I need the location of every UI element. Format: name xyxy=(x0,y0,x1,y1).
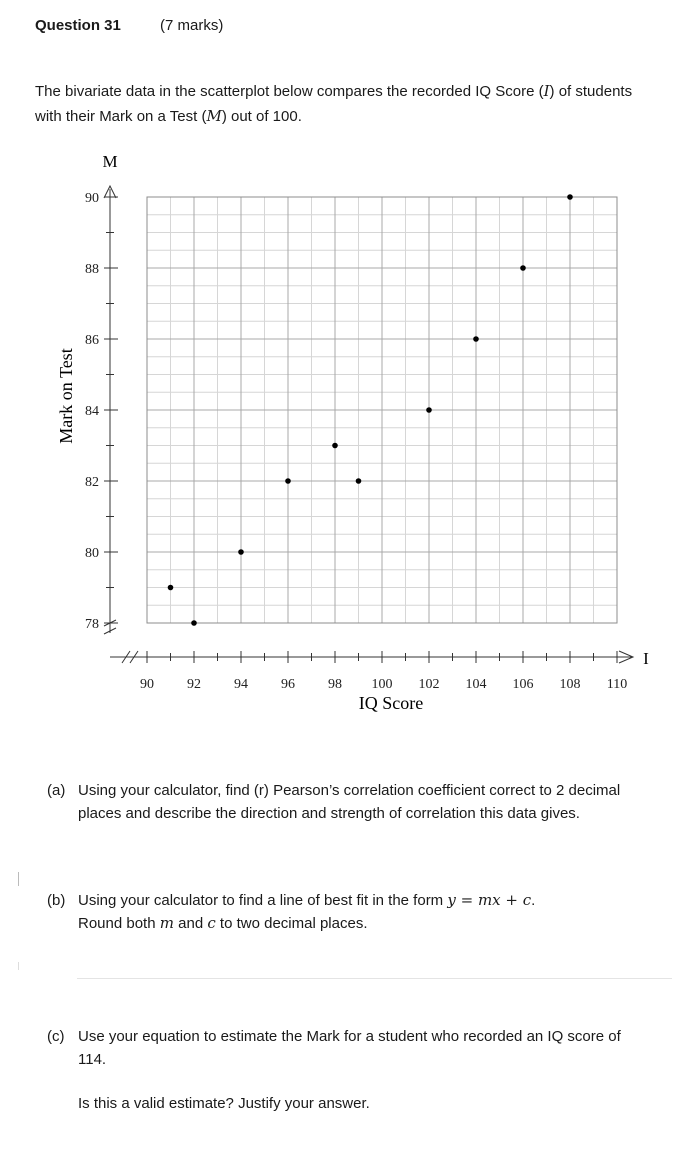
part-b-text-2: . xyxy=(531,892,536,909)
data-point xyxy=(355,478,362,484)
part-b-text-1: Using your calculator to find a line of … xyxy=(78,892,448,909)
part-b-c: c xyxy=(207,914,216,932)
plot-frame xyxy=(146,196,618,624)
data-point xyxy=(167,584,174,591)
y-tick-label: 86 xyxy=(85,333,99,348)
question-intro: The bivariate data in the scatterplot be… xyxy=(35,79,655,129)
x-tick-label: 92 xyxy=(187,677,201,692)
answer-divider xyxy=(77,978,672,979)
x-tick-label: 108 xyxy=(560,677,581,692)
x-tick-label: 104 xyxy=(466,677,487,692)
x-axis-title: IQ Score xyxy=(359,693,423,713)
part-c-text: Use your equation to estimate the Mark f… xyxy=(78,1028,621,1068)
question-number: Question 31 xyxy=(35,17,121,34)
y-tick-label: 90 xyxy=(85,191,99,206)
part-b-formula: y = mx + c xyxy=(447,891,532,909)
part-b-text-3: Round both xyxy=(78,915,160,932)
part-b: (b) Using your calculator to find a line… xyxy=(47,889,647,935)
y-axis-letter: M xyxy=(102,152,117,171)
intro-text-1: The bivariate data in the scatterplot be… xyxy=(35,83,544,100)
y-tick-label: 78 xyxy=(85,617,99,632)
data-point xyxy=(473,336,479,342)
part-b-text-4: and xyxy=(173,915,208,932)
x-axis-tick-labels: 90 92 94 96 98 100 102 104 106 108 110 xyxy=(140,677,627,692)
x-tick-label: 98 xyxy=(328,677,342,692)
data-point xyxy=(332,442,338,449)
y-axis-arrow xyxy=(103,184,117,199)
part-c-label: (c) xyxy=(47,1028,65,1045)
part-c-followup: Is this a valid estimate? Justify your a… xyxy=(78,1095,370,1112)
x-tick-label: 94 xyxy=(234,677,248,692)
part-a-label: (a) xyxy=(47,782,66,799)
data-point xyxy=(426,407,432,413)
part-b-text-5: to two decimal places. xyxy=(215,915,368,932)
x-tick-label: 102 xyxy=(419,677,440,692)
y-tick-label: 80 xyxy=(85,546,99,561)
part-a: (a) Using your calculator, find (r) Pear… xyxy=(47,779,647,825)
margin-mark xyxy=(18,872,19,886)
intro-text-3: ) out of 100. xyxy=(221,108,302,125)
data-point xyxy=(520,265,526,271)
y-axis-title: Mark on Test xyxy=(56,348,76,443)
y-tick-label: 88 xyxy=(85,262,99,277)
x-axis-arrow xyxy=(618,650,635,664)
x-tick-label: 90 xyxy=(140,677,154,692)
data-point xyxy=(191,620,197,626)
x-tick-label: 106 xyxy=(513,677,534,692)
y-tick-label: 84 xyxy=(85,404,99,419)
part-b-m: m xyxy=(159,914,174,932)
y-tick-label: 82 xyxy=(85,475,99,490)
margin-mark-light xyxy=(18,962,19,970)
x-tick-label: 110 xyxy=(607,677,627,692)
data-point xyxy=(285,478,291,484)
x-axis-ticks xyxy=(146,651,618,663)
intro-var-m: M xyxy=(206,107,222,125)
part-a-text: Using your calculator, find (r) Pearson’… xyxy=(78,782,621,822)
y-axis-tick-labels: 78 80 82 84 86 88 90 xyxy=(85,191,99,632)
y-axis-ticks xyxy=(104,196,118,624)
intro-text-2: ) of students with their Mark on a Test … xyxy=(35,83,633,125)
data-points xyxy=(167,194,573,626)
data-point xyxy=(238,549,244,555)
x-axis-break xyxy=(121,650,139,664)
x-tick-label: 100 xyxy=(372,677,393,692)
x-tick-label: 96 xyxy=(281,677,295,692)
part-b-label: (b) xyxy=(47,892,66,909)
scatterplot: 78 80 82 84 86 88 90 90 92 94 96 98 100 102 104 106 108… xyxy=(56,152,649,713)
question-marks: (7 marks) xyxy=(160,17,224,34)
intro-var-i: I xyxy=(543,82,550,100)
part-c: (c) Use your equation to estimate the Ma… xyxy=(47,1025,647,1115)
x-axis-letter: I xyxy=(643,649,649,668)
data-point xyxy=(567,194,573,200)
